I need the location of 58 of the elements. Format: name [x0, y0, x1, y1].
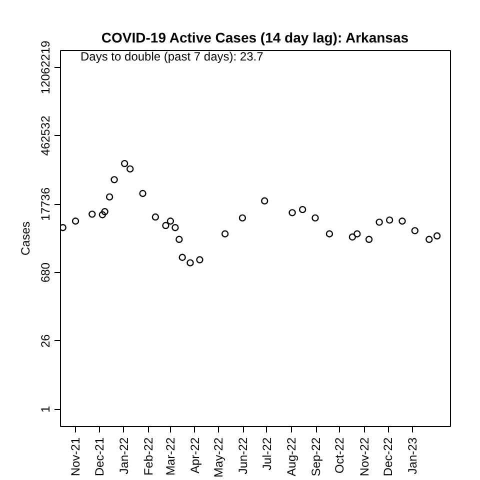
point: [162, 222, 170, 230]
x-tick-label: Mar-22: [163, 437, 178, 476]
y-tick-label: 462532: [38, 115, 52, 156]
y-tick-label: 1: [38, 406, 52, 413]
point: [152, 213, 160, 221]
point: [88, 210, 96, 218]
point: [120, 160, 128, 168]
x-tick-label: Jul-22: [260, 437, 274, 470]
point: [72, 218, 80, 225]
point: [172, 224, 179, 232]
point: [101, 208, 108, 216]
y-axis-title: Cases: [18, 221, 32, 256]
y-tick-label: 17736: [38, 187, 52, 221]
point: [106, 193, 114, 201]
y-tick-label: 12062219: [38, 40, 52, 94]
x-tick-label: May-22: [212, 437, 226, 478]
x-tick-label: Dec-22: [381, 437, 396, 476]
point: [98, 211, 106, 218]
x-tick-label: Sep-22: [309, 437, 324, 476]
point: [398, 218, 406, 225]
x-tick-label: Feb-22: [141, 437, 156, 476]
y-tick-label: 26: [38, 334, 52, 348]
x-tick-label: Nov-22: [357, 437, 372, 476]
x-tick-label: Jan-22: [116, 437, 131, 474]
point: [178, 254, 186, 261]
point: [288, 209, 296, 216]
annotation: Days to double (past 7 days): 23.7: [80, 50, 264, 64]
x-tick-label: Nov-21: [68, 437, 83, 476]
x-tick-label: Dec-21: [92, 437, 106, 476]
chart-title: COVID-19 Active Cases (14 day lag): Arkansas: [101, 30, 409, 46]
x-tick-label: Aug-22: [284, 437, 298, 476]
point: [260, 197, 268, 205]
point: [298, 206, 306, 214]
point: [60, 224, 66, 232]
point: [221, 230, 229, 238]
point: [354, 230, 361, 238]
point: [312, 214, 319, 222]
point: [196, 256, 204, 264]
x-tick-label: Oct-22: [332, 437, 347, 474]
x-tick-label: Jun-22: [236, 437, 250, 474]
point: [186, 259, 194, 266]
point: [166, 218, 174, 225]
point: [348, 233, 356, 241]
point: [176, 236, 183, 244]
point: [411, 227, 418, 234]
x-tick-label: Apr-22: [188, 437, 202, 474]
y-tick-label: 680: [38, 262, 52, 283]
point: [365, 236, 373, 244]
point: [326, 230, 334, 238]
point: [376, 218, 383, 226]
x-tick-label: Jan-23: [406, 437, 420, 474]
point: [426, 236, 433, 244]
point: [126, 165, 134, 173]
point: [238, 214, 246, 222]
point: [110, 176, 118, 184]
point: [386, 216, 394, 224]
point: [139, 190, 146, 198]
point: [433, 232, 441, 240]
